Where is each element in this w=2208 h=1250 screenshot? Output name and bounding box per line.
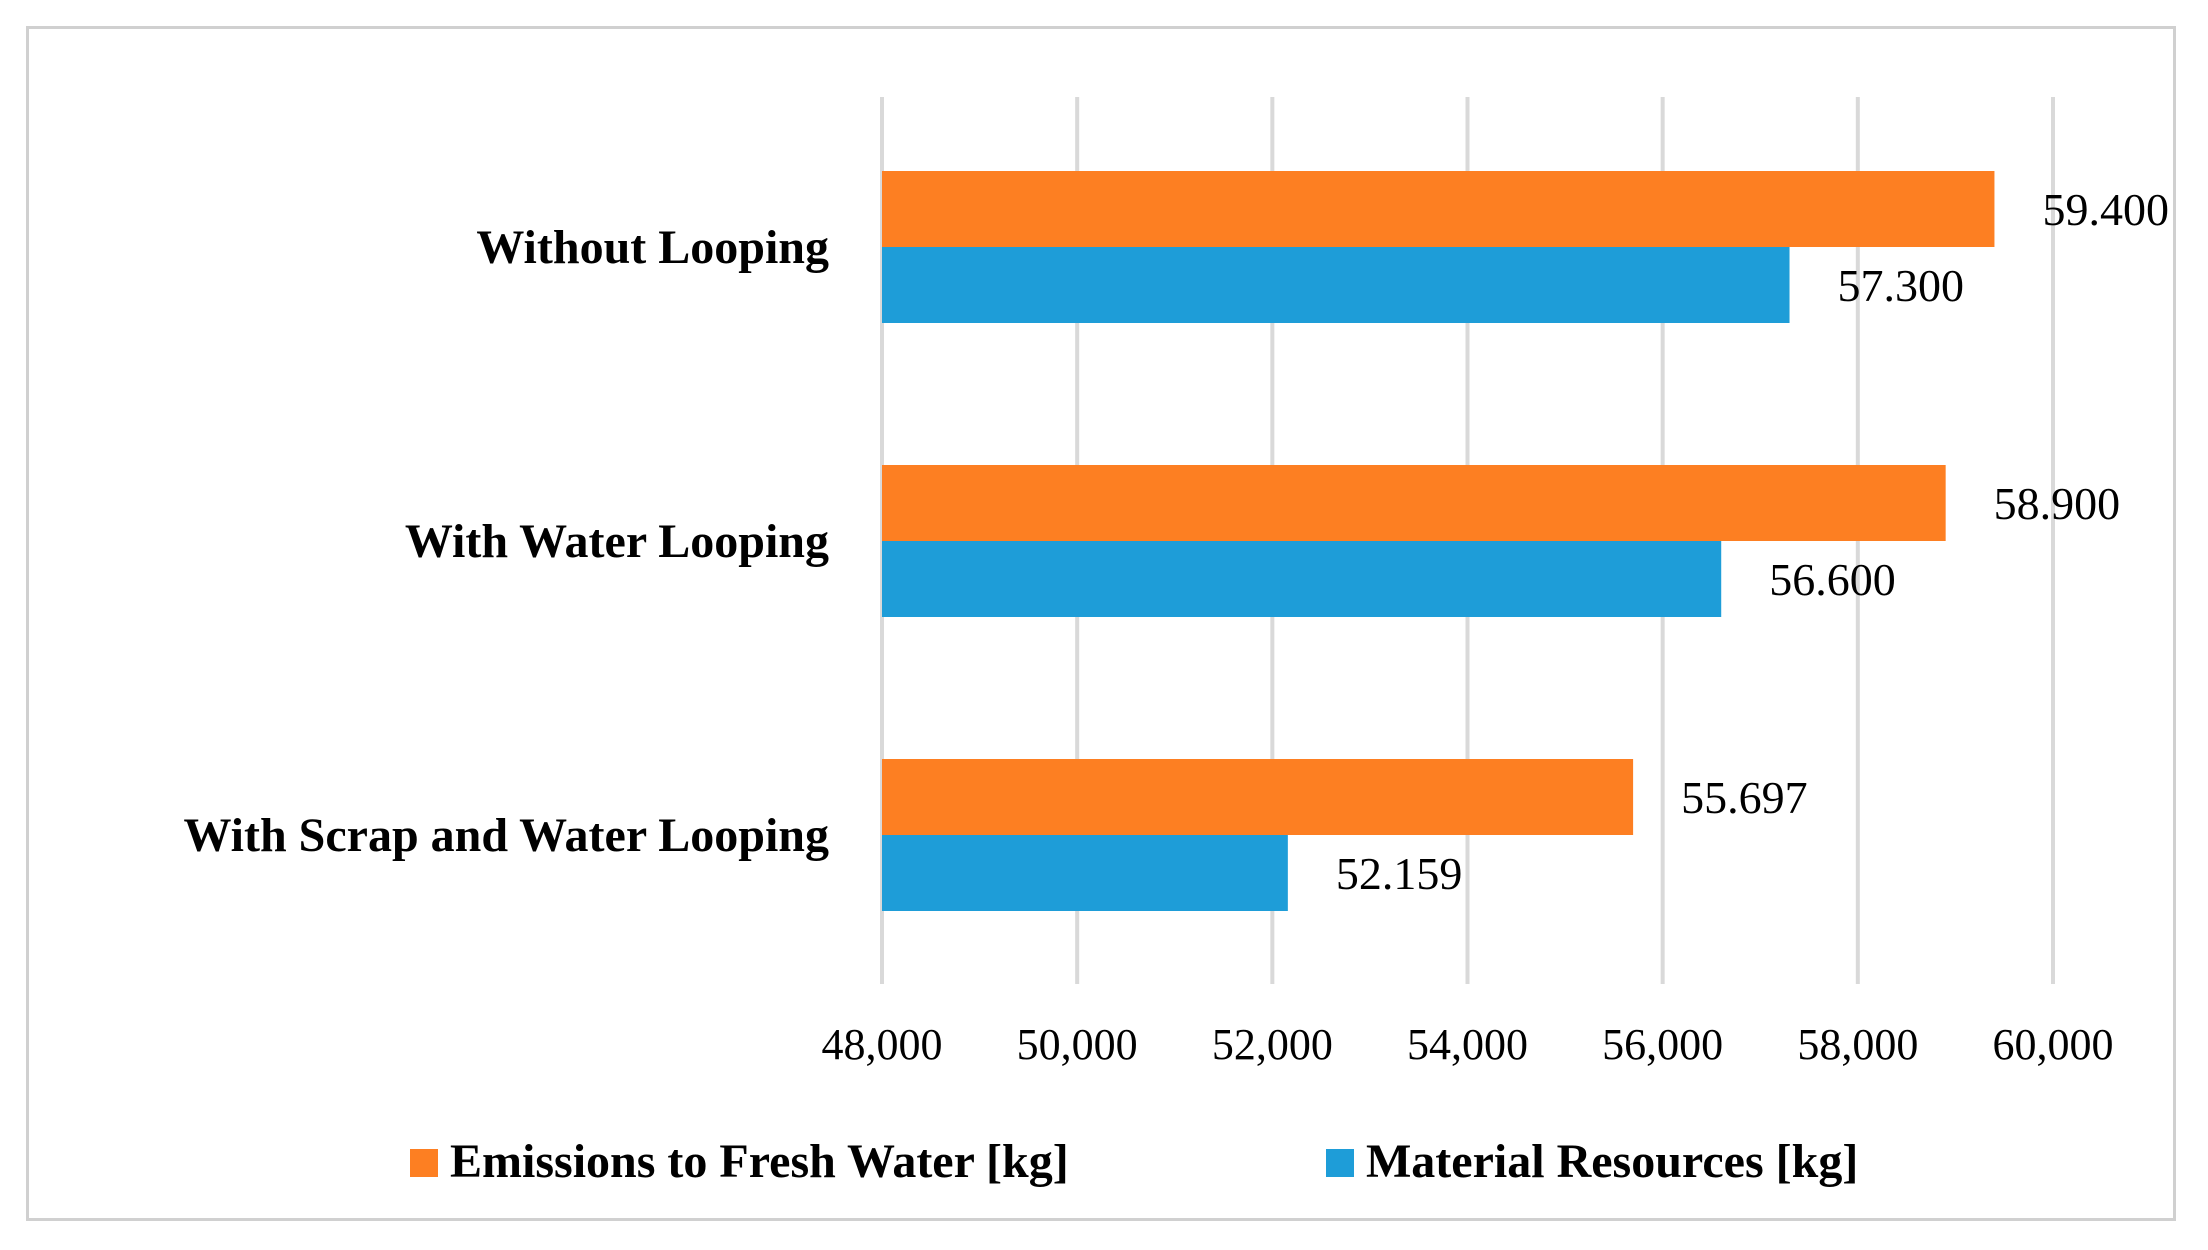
x-tick-label: 56,000 [1602,1020,1723,1069]
chart-frame: 48,000 50,000 52,000 54,000 56,000 58,000 60,0… [26,26,2176,1221]
data-label: 58.900 [1994,478,2120,529]
data-label: 59.400 [2042,184,2169,235]
bar-material-resources [882,541,1722,617]
data-label: 56.600 [1769,554,1896,605]
x-tick-label: 52,000 [1212,1020,1333,1069]
x-tick-label: 58,000 [1797,1020,1918,1069]
legend-swatch [1326,1149,1354,1177]
bar-material-resources [882,247,1790,323]
legend-label: Material Resources [kg] [1366,1135,1858,1188]
x-tick-label: 60,000 [1993,1020,2114,1069]
bar-emissions [882,465,1946,541]
category-label: With Water Looping [405,515,829,568]
x-tick-label: 48,000 [822,1020,943,1069]
data-label: 57.300 [1838,260,1965,311]
labels-layer: 48,000 50,000 52,000 54,000 56,000 58,000 60,0… [184,184,2169,1069]
x-tick-label: 54,000 [1407,1020,1528,1069]
legend-label: Emissions to Fresh Water [kg] [450,1135,1069,1188]
category-label: With Scrap and Water Looping [184,809,830,862]
bars-layer [882,171,1995,911]
legend: Emissions to Fresh Water [kg] Material Re… [410,1135,1858,1188]
bar-emissions [882,171,1995,247]
bar-emissions [882,759,1634,835]
data-label: 52.159 [1336,848,1463,899]
category-label: Without Looping [476,221,829,274]
bar-chart: 48,000 50,000 52,000 54,000 56,000 58,000 60,0… [184,97,2169,1188]
bar-material-resources [882,835,1288,911]
data-label: 55.697 [1681,772,1808,823]
legend-swatch [410,1149,438,1177]
x-tick-label: 50,000 [1017,1020,1138,1069]
